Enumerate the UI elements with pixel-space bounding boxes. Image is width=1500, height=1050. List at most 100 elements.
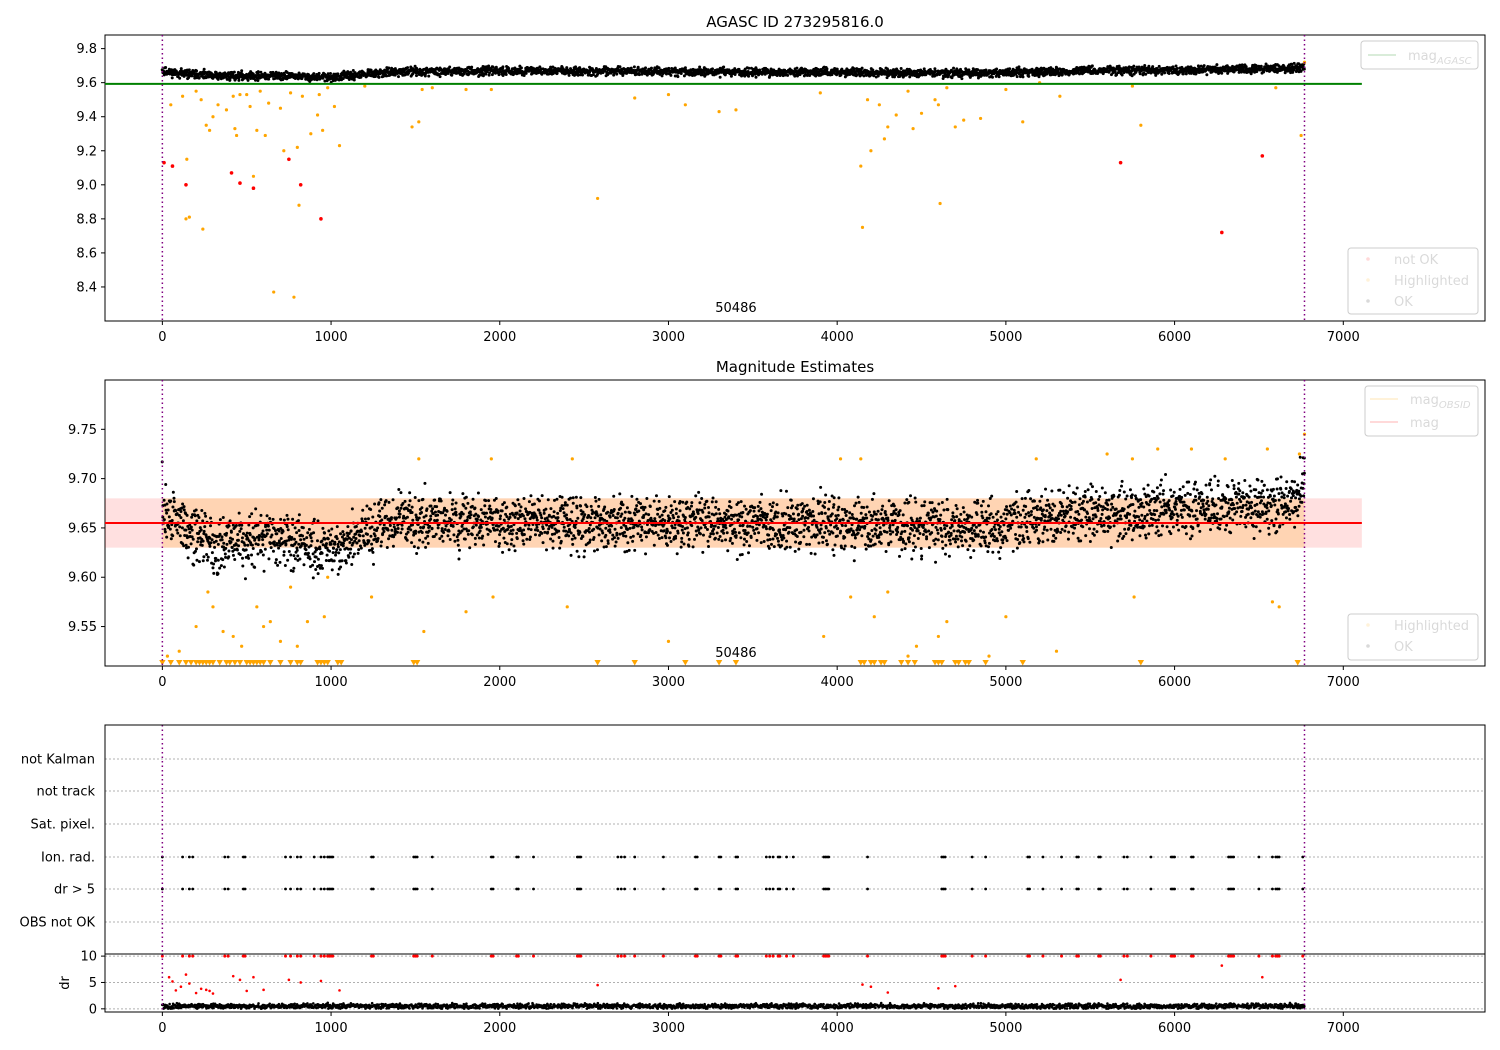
ok-point [297, 542, 301, 546]
ok-point [309, 536, 313, 540]
ok-point [423, 481, 427, 485]
ok-point [334, 550, 338, 554]
ok-point [397, 488, 401, 492]
ok-point [1144, 72, 1148, 76]
ok-point [304, 548, 308, 552]
ok-point [1184, 72, 1188, 76]
ok-point [587, 527, 591, 531]
ok-point [281, 529, 285, 533]
ok-point [196, 540, 200, 544]
x-tick-label: 4000 [821, 330, 854, 345]
ok-point [163, 530, 167, 534]
ok-point [323, 531, 327, 535]
highlighted-point [666, 92, 671, 97]
ok-point [561, 507, 565, 511]
ok-point [182, 508, 186, 512]
ok-point [570, 510, 574, 514]
ok-point [238, 529, 242, 533]
ok-point [486, 532, 490, 536]
ok-point [312, 72, 316, 76]
ok-point [501, 550, 505, 554]
ok-point [277, 529, 281, 533]
ok-point [649, 66, 653, 70]
ok-point [426, 541, 430, 545]
ok-point [188, 530, 192, 534]
ok-point [473, 542, 477, 546]
ok-point [599, 513, 603, 517]
ok-point [512, 544, 516, 548]
ok-point [351, 555, 355, 559]
ok-point [250, 512, 254, 516]
ok-point [233, 558, 237, 562]
ok-point [600, 539, 604, 543]
ok-point [319, 564, 323, 568]
ok-point [527, 527, 531, 531]
ok-point [1240, 63, 1244, 67]
ok-point [614, 540, 618, 544]
ok-point [575, 549, 579, 553]
ok-point [408, 491, 412, 495]
ok-point [325, 553, 329, 557]
ok-point [354, 536, 358, 540]
ok-point [631, 539, 635, 543]
ok-point [580, 73, 584, 77]
ok-point [165, 535, 169, 539]
ok-point [357, 548, 361, 552]
x-tick-label: 5000 [989, 330, 1022, 345]
highlighted-point [258, 89, 262, 93]
ok-point [346, 525, 350, 529]
ok-point [275, 543, 279, 547]
ok-point [596, 514, 600, 518]
ok-point [169, 499, 173, 503]
highlighted-point [238, 92, 242, 97]
ok-point [669, 73, 673, 77]
ok-point [436, 513, 440, 517]
ok-point [331, 546, 335, 550]
ok-point [529, 494, 533, 498]
ok-point [615, 72, 619, 76]
ok-point [197, 76, 201, 80]
ok-point [298, 557, 302, 561]
ok-point [223, 552, 227, 556]
ok-point [567, 73, 571, 77]
highlighted-point [1021, 120, 1025, 124]
ok-point [225, 542, 229, 546]
ok-point [243, 577, 247, 581]
ok-point [329, 533, 333, 537]
ok-point [429, 514, 433, 518]
ok-point [515, 511, 519, 515]
ok-point [382, 529, 386, 533]
highlighted-point [886, 125, 890, 129]
highlighted-point [464, 87, 468, 92]
ok-point [363, 517, 367, 521]
ok-point [205, 558, 209, 562]
ok-point [349, 538, 353, 542]
ok-point [611, 513, 615, 517]
ok-point [990, 75, 994, 79]
ok-point [250, 553, 254, 557]
ok-point [197, 560, 201, 564]
ok-point [301, 526, 305, 530]
ok-point [452, 533, 456, 537]
ok-point [282, 518, 286, 522]
ok-point [237, 511, 241, 515]
ok-point [377, 501, 381, 505]
ok-point [632, 65, 636, 69]
ok-point [541, 527, 545, 531]
ok-point [477, 514, 481, 518]
highlighted-point [231, 94, 235, 98]
ok-point [536, 528, 540, 532]
ok-point [311, 563, 315, 567]
ok-point [637, 73, 641, 77]
ok-point [595, 548, 599, 552]
ok-point [299, 538, 303, 542]
ok-point [542, 511, 546, 515]
ok-point [562, 525, 566, 529]
ok-point [556, 511, 560, 515]
panel-2-points [159, 432, 1307, 666]
ok-point [505, 505, 509, 509]
ok-point [181, 502, 185, 506]
ok-point [203, 525, 207, 529]
y-tick-label: 9.6 [76, 76, 97, 91]
ok-point [202, 555, 206, 559]
